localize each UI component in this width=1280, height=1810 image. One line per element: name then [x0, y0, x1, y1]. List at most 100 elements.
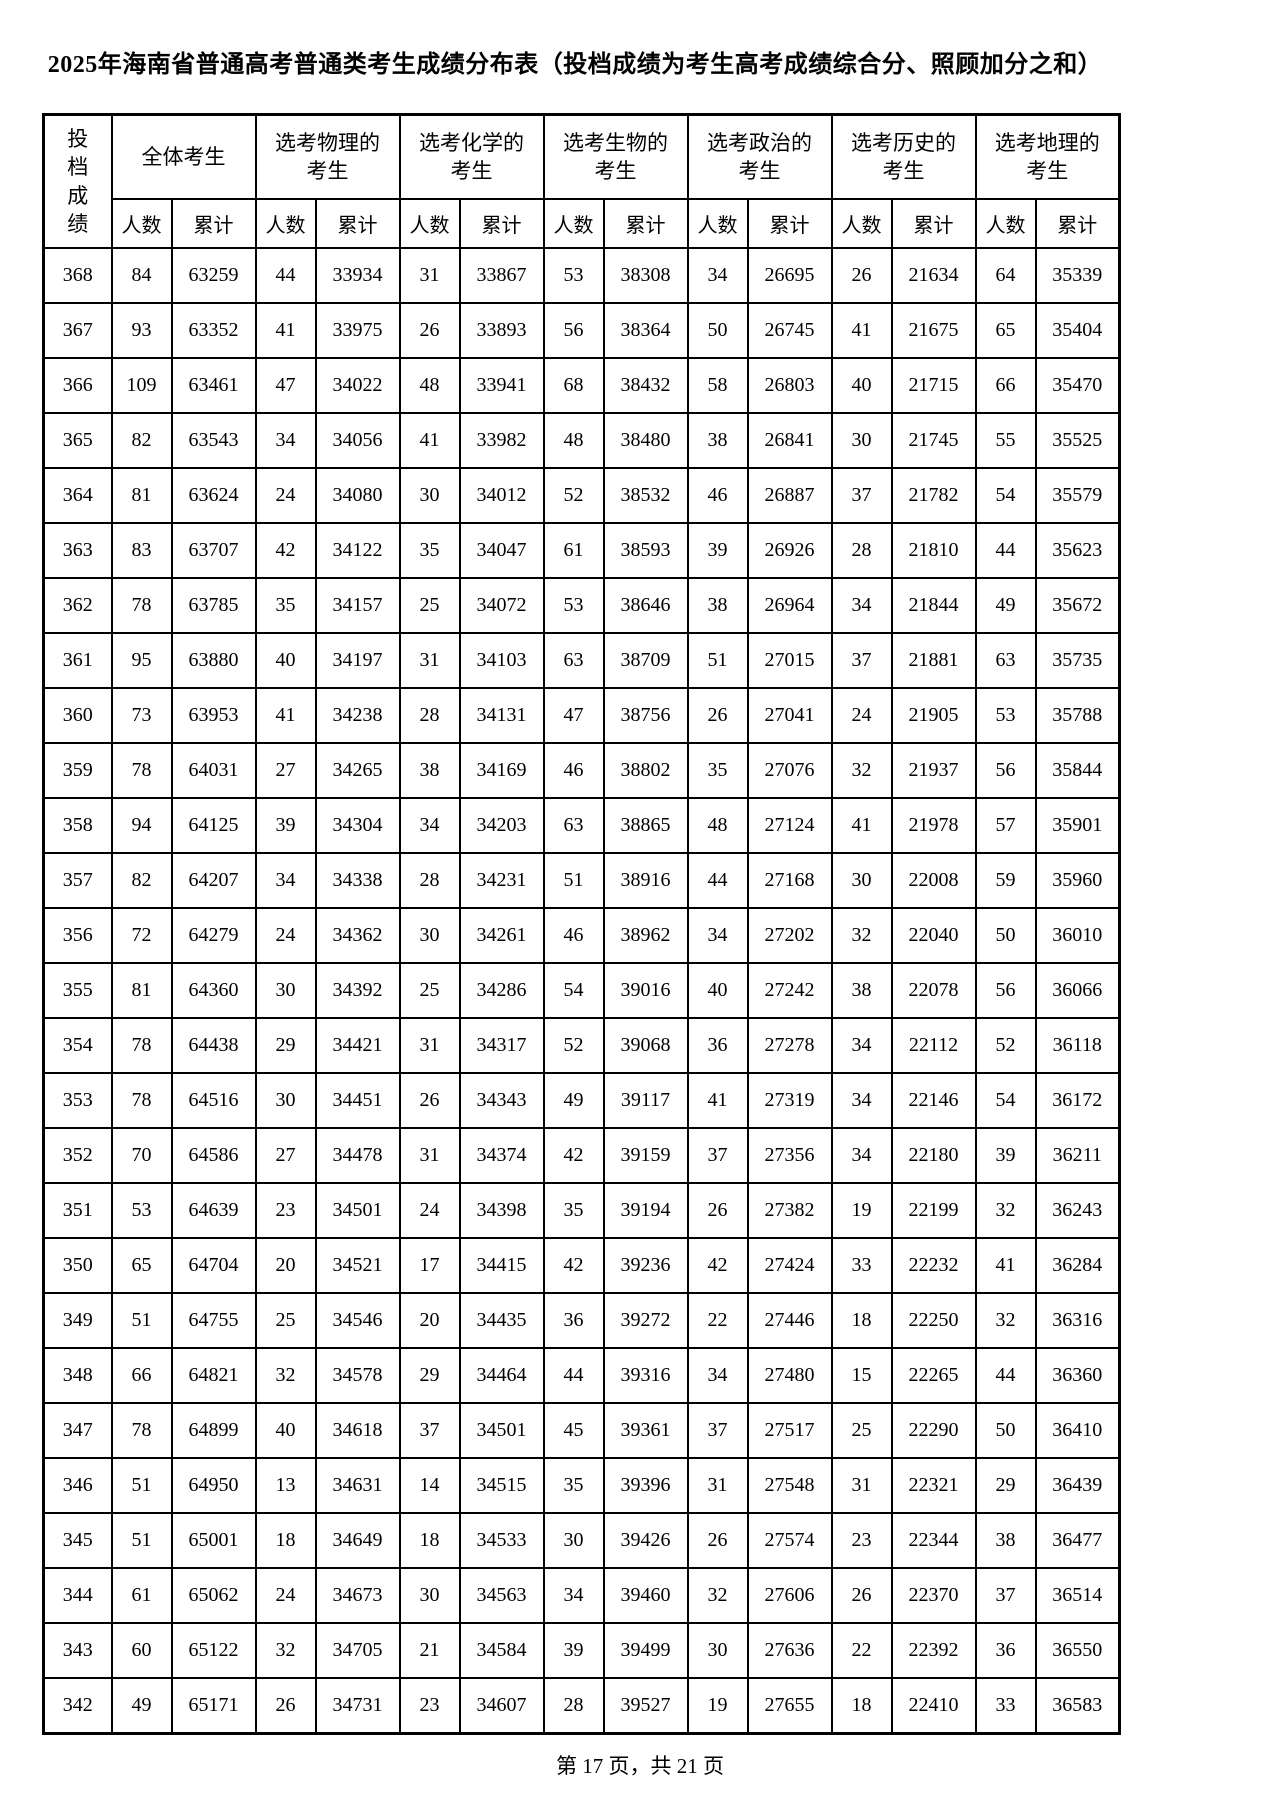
cell-cumulative: 64207: [170, 852, 257, 909]
cell-cumulative: 26745: [746, 302, 833, 359]
cell-cumulative: 22265: [890, 1347, 977, 1404]
cell-count: 35: [542, 1457, 605, 1514]
cell-count: 32: [254, 1622, 317, 1679]
cell-score: 358: [42, 797, 113, 854]
cell-count: 34: [830, 1017, 893, 1074]
cell-cumulative: 63880: [170, 632, 257, 689]
cell-count: 49: [542, 1072, 605, 1129]
cell-score: 363: [42, 522, 113, 579]
col-header-cumulative: 累计: [458, 198, 545, 249]
cell-count: 18: [830, 1677, 893, 1735]
cell-cumulative: 63785: [170, 577, 257, 634]
cell-cumulative: 34122: [314, 522, 401, 579]
col-header-cumulative: 累计: [170, 198, 257, 249]
cell-cumulative: 34618: [314, 1402, 401, 1459]
cell-cumulative: 21745: [890, 412, 977, 469]
table-row: 359 78 64031 27 34265 38 34169 46 38802 35 27076 32…: [42, 742, 1121, 799]
cell-cumulative: 63259: [170, 247, 257, 304]
table-row: 347 78 64899 40 34618 37 34501 45 39361 37 27517 25…: [42, 1402, 1121, 1459]
cell-cumulative: 38593: [602, 522, 689, 579]
page-footer: 第 17 页，共 21 页: [0, 1750, 1280, 1780]
cell-count: 50: [974, 907, 1037, 964]
cell-count: 27: [254, 742, 317, 799]
cell-cumulative: 34056: [314, 412, 401, 469]
cell-score: 353: [42, 1072, 113, 1129]
cell-cumulative: 26887: [746, 467, 833, 524]
cell-count: 44: [542, 1347, 605, 1404]
cell-count: 51: [110, 1457, 173, 1514]
cell-count: 54: [974, 1072, 1037, 1129]
cell-count: 32: [686, 1567, 749, 1624]
cell-count: 34: [686, 247, 749, 304]
cell-score: 350: [42, 1237, 113, 1294]
cell-cumulative: 27636: [746, 1622, 833, 1679]
page-title: 2025年海南省普通高考普通类考生成绩分布表（投档成绩为考生高考成绩综合分、照顾…: [47, 52, 1103, 78]
cell-count: 30: [398, 1567, 461, 1624]
cell-count: 23: [398, 1677, 461, 1735]
cell-count: 78: [110, 742, 173, 799]
cell-cumulative: 39117: [602, 1072, 689, 1129]
cell-count: 41: [398, 412, 461, 469]
cell-cumulative: 26841: [746, 412, 833, 469]
cell-count: 30: [830, 852, 893, 909]
cell-cumulative: 38364: [602, 302, 689, 359]
cell-count: 48: [686, 797, 749, 854]
cell-score: 343: [42, 1622, 113, 1679]
cell-cumulative: 36243: [1034, 1182, 1121, 1239]
cell-count: 42: [254, 522, 317, 579]
cell-cumulative: 34451: [314, 1072, 401, 1129]
cell-cumulative: 27168: [746, 852, 833, 909]
table-body: 368 84 63259 44 33934 31 33867 53 38308 34 26695 26…: [42, 247, 1121, 1735]
cell-cumulative: 27015: [746, 632, 833, 689]
cell-count: 38: [974, 1512, 1037, 1569]
cell-cumulative: 27655: [746, 1677, 833, 1735]
cell-cumulative: 34631: [314, 1457, 401, 1514]
cell-cumulative: 22078: [890, 962, 977, 1019]
cell-cumulative: 64704: [170, 1237, 257, 1294]
cell-cumulative: 27278: [746, 1017, 833, 1074]
cell-cumulative: 64125: [170, 797, 257, 854]
cell-count: 42: [686, 1237, 749, 1294]
cell-cumulative: 27041: [746, 687, 833, 744]
cell-cumulative: 21978: [890, 797, 977, 854]
cell-count: 31: [398, 247, 461, 304]
cell-cumulative: 34047: [458, 522, 545, 579]
cell-cumulative: 64755: [170, 1292, 257, 1349]
cell-count: 49: [974, 577, 1037, 634]
cell-count: 40: [254, 1402, 317, 1459]
cell-cumulative: 36066: [1034, 962, 1121, 1019]
cell-cumulative: 65001: [170, 1512, 257, 1569]
cell-count: 22: [830, 1622, 893, 1679]
cell-count: 25: [398, 577, 461, 634]
cell-count: 49: [110, 1677, 173, 1735]
cell-cumulative: 34265: [314, 742, 401, 799]
cell-cumulative: 36172: [1034, 1072, 1121, 1129]
cell-count: 30: [398, 467, 461, 524]
cell-count: 38: [686, 577, 749, 634]
cell-cumulative: 27382: [746, 1182, 833, 1239]
cell-count: 51: [110, 1512, 173, 1569]
cell-cumulative: 38480: [602, 412, 689, 469]
cell-score: 364: [42, 467, 113, 524]
cell-cumulative: 39460: [602, 1567, 689, 1624]
cell-cumulative: 34501: [314, 1182, 401, 1239]
cell-score: 352: [42, 1127, 113, 1184]
cell-count: 28: [398, 687, 461, 744]
cell-cumulative: 34521: [314, 1237, 401, 1294]
cell-count: 20: [254, 1237, 317, 1294]
cell-cumulative: 34398: [458, 1182, 545, 1239]
cell-cumulative: 34546: [314, 1292, 401, 1349]
cell-count: 38: [398, 742, 461, 799]
cell-score: 361: [42, 632, 113, 689]
cell-count: 78: [110, 1072, 173, 1129]
cell-cumulative: 27480: [746, 1347, 833, 1404]
cell-cumulative: 22370: [890, 1567, 977, 1624]
cell-count: 15: [830, 1347, 893, 1404]
cell-count: 63: [542, 632, 605, 689]
cell-cumulative: 21715: [890, 357, 977, 414]
cell-cumulative: 35844: [1034, 742, 1121, 799]
cell-cumulative: 27124: [746, 797, 833, 854]
cell-count: 31: [686, 1457, 749, 1514]
cell-count: 37: [686, 1402, 749, 1459]
cell-cumulative: 21844: [890, 577, 977, 634]
